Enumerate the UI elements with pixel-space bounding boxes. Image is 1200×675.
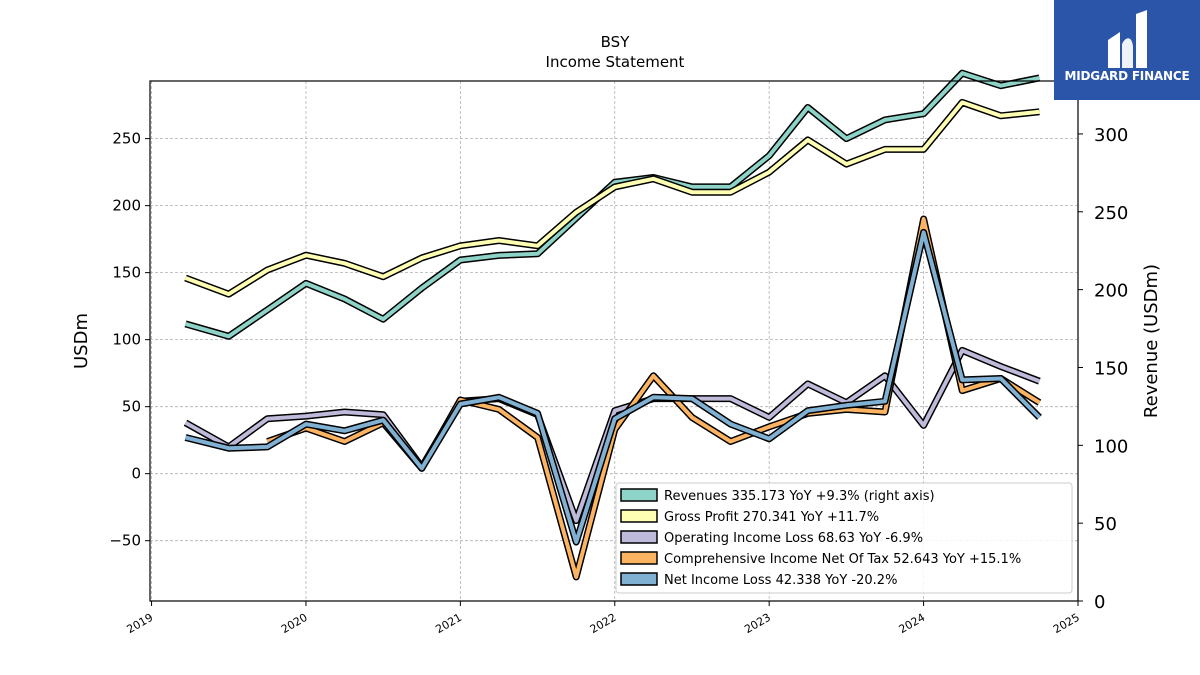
y-axis-label: USDm [71,313,92,369]
legend-swatch [620,530,658,544]
series-4 [184,228,1042,546]
series-line [184,100,1040,297]
y-tick-label: 200 [112,197,141,215]
chart-title: BSY [601,33,631,51]
y-tick-label: 250 [112,130,141,148]
legend: Revenues 335.173 YoY +9.3% (right axis) G… [615,482,1073,594]
y-tick-label: 100 [112,331,141,349]
legend-box [615,482,1073,594]
y2-axis-label: Revenue (USDm) [1141,264,1162,418]
chart-subtitle: Income Statement [546,53,685,71]
legend-label: Comprehensive Income Net Of Tax 52.643 Y… [664,552,1021,567]
series-0 [184,69,1041,340]
legend-label: Revenues 335.173 YoY +9.3% (right axis) [664,489,935,504]
legend-swatch [620,551,658,565]
legend-swatch [620,488,658,502]
y2-tick-label: 0 [1094,592,1105,613]
y2-tick-label: 100 [1094,436,1128,457]
brand-logo: MIDGARD FINANCE [1054,0,1200,100]
series-1 [184,98,1040,298]
y-tick-label: −50 [109,532,141,550]
y2-tick-label: 250 [1094,203,1128,224]
y-tick-label: 50 [122,398,141,416]
brand-name: MIDGARD FINANCE [1064,69,1190,83]
legend-label: Net Income Loss 42.338 YoY -20.2% [664,573,897,588]
series-layer [183,69,1042,581]
y2-tick-label: 150 [1094,358,1128,379]
legend-label: Gross Profit 270.341 YoY +11.7% [664,510,879,525]
legend-swatch [620,572,658,586]
series-line [185,230,1041,544]
series-line [184,71,1040,339]
legend-swatch [620,509,658,523]
y2-tick-label: 300 [1094,125,1128,146]
y-tick-label: 0 [131,465,141,483]
midgard-logo-icon [1108,10,1147,68]
y2-tick-label: 50 [1094,514,1117,535]
series-line [184,348,1041,523]
legend-label: Operating Income Loss 68.63 YoY -6.9% [664,531,923,546]
series-2 [183,346,1041,525]
y-tick-label: 150 [112,264,141,282]
y2-tick-label: 200 [1094,281,1128,302]
plot-frame [149,80,1079,602]
